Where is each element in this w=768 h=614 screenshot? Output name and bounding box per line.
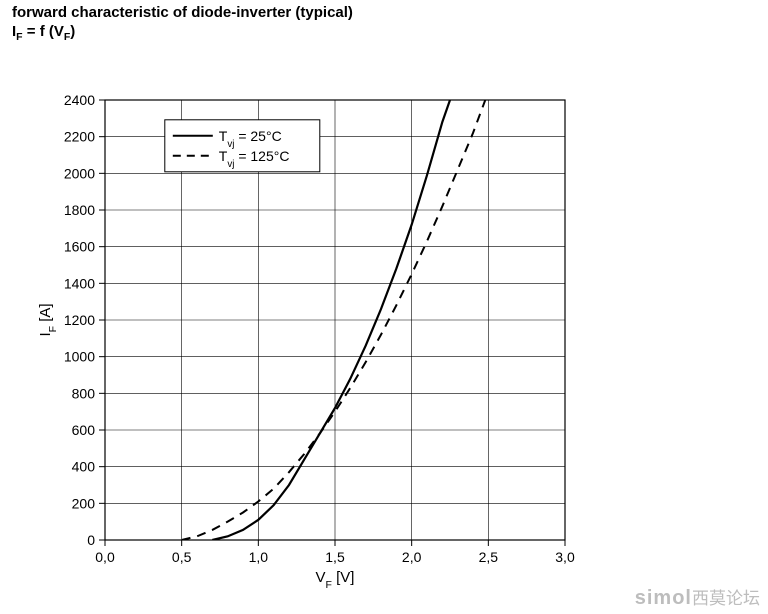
y-tick-label: 400 bbox=[72, 459, 96, 475]
y-tick-label: 1600 bbox=[64, 239, 95, 255]
x-tick-label: 0,5 bbox=[172, 549, 192, 565]
y-tick-label: 0 bbox=[87, 532, 95, 548]
y-tick-label: 200 bbox=[72, 495, 96, 511]
y-tick-label: 800 bbox=[72, 385, 96, 401]
y-tick-label: 1400 bbox=[64, 275, 95, 291]
y-tick-label: 1200 bbox=[64, 312, 95, 328]
chart-container: 0 200 400 600 800 1000 1200 1400 1600 1800 2000 220… bbox=[30, 90, 575, 595]
watermark-brand: simol bbox=[635, 587, 692, 609]
title-line2: IF = f (VF) bbox=[12, 23, 353, 44]
y-tick-label: 1000 bbox=[64, 349, 95, 365]
x-tick-label: 0,0 bbox=[95, 549, 115, 565]
y-tick-label: 2000 bbox=[64, 165, 95, 181]
y-tick-label: 2200 bbox=[64, 129, 95, 145]
title-line1: forward characteristic of diode-inverter… bbox=[12, 4, 353, 23]
watermark-suffix: 西莫论坛 bbox=[692, 589, 760, 608]
x-tick-label: 1,0 bbox=[249, 549, 269, 565]
y-tick-label: 2400 bbox=[64, 92, 95, 108]
line-chart: 0 200 400 600 800 1000 1200 1400 1600 1800 2000 220… bbox=[30, 90, 575, 590]
watermark: simol西莫论坛 bbox=[635, 584, 760, 610]
x-axis-label: VF [V] bbox=[316, 569, 355, 590]
x-tick-label: 3,0 bbox=[555, 549, 575, 565]
y-tick-label: 1800 bbox=[64, 202, 95, 218]
y-tick-label: 600 bbox=[72, 422, 96, 438]
x-tick-label: 2,0 bbox=[402, 549, 422, 565]
y-axis-label: IF [A] bbox=[37, 303, 59, 336]
chart-title: forward characteristic of diode-inverter… bbox=[12, 4, 353, 44]
x-tick-label: 2,5 bbox=[479, 549, 499, 565]
x-tick-label: 1,5 bbox=[325, 549, 345, 565]
